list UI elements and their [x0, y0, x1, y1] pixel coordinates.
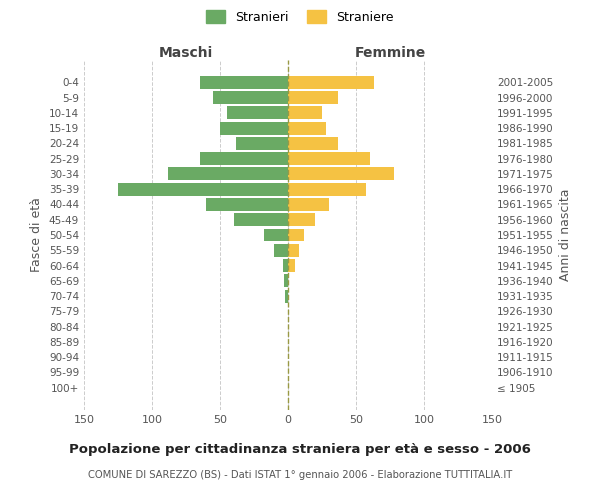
Bar	[206, 198, 288, 211]
Bar	[288, 244, 299, 256]
Text: Maschi: Maschi	[159, 46, 213, 60]
Bar	[288, 182, 365, 196]
Bar	[284, 274, 288, 287]
Bar	[200, 76, 288, 89]
Bar	[288, 152, 370, 165]
Bar	[288, 214, 315, 226]
Bar	[288, 122, 326, 134]
Text: COMUNE DI SAREZZO (BS) - Dati ISTAT 1° gennaio 2006 - Elaborazione TUTTITALIA.IT: COMUNE DI SAREZZO (BS) - Dati ISTAT 1° g…	[88, 470, 512, 480]
Y-axis label: Fasce di età: Fasce di età	[31, 198, 43, 272]
Bar	[274, 244, 288, 256]
Bar	[118, 182, 288, 196]
Bar	[288, 198, 329, 211]
Bar	[288, 228, 304, 241]
Bar	[285, 290, 288, 302]
Bar	[288, 168, 394, 180]
Bar	[283, 259, 288, 272]
Bar	[233, 214, 288, 226]
Bar	[220, 122, 288, 134]
Bar	[288, 91, 338, 104]
Bar	[288, 137, 338, 150]
Legend: Stranieri, Straniere: Stranieri, Straniere	[203, 6, 397, 28]
Bar	[200, 152, 288, 165]
Bar	[288, 106, 322, 120]
Bar	[288, 259, 295, 272]
Y-axis label: Anni di nascita: Anni di nascita	[559, 188, 572, 281]
Bar	[263, 228, 288, 241]
Bar	[213, 91, 288, 104]
Bar	[288, 76, 374, 89]
Bar	[169, 168, 288, 180]
Text: Femmine: Femmine	[355, 46, 425, 60]
Text: Popolazione per cittadinanza straniera per età e sesso - 2006: Popolazione per cittadinanza straniera p…	[69, 442, 531, 456]
Bar	[227, 106, 288, 120]
Bar	[236, 137, 288, 150]
